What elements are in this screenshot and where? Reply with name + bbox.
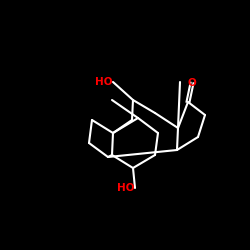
Text: O: O (188, 78, 196, 88)
Text: HO: HO (118, 183, 135, 193)
Text: HO: HO (96, 77, 113, 87)
